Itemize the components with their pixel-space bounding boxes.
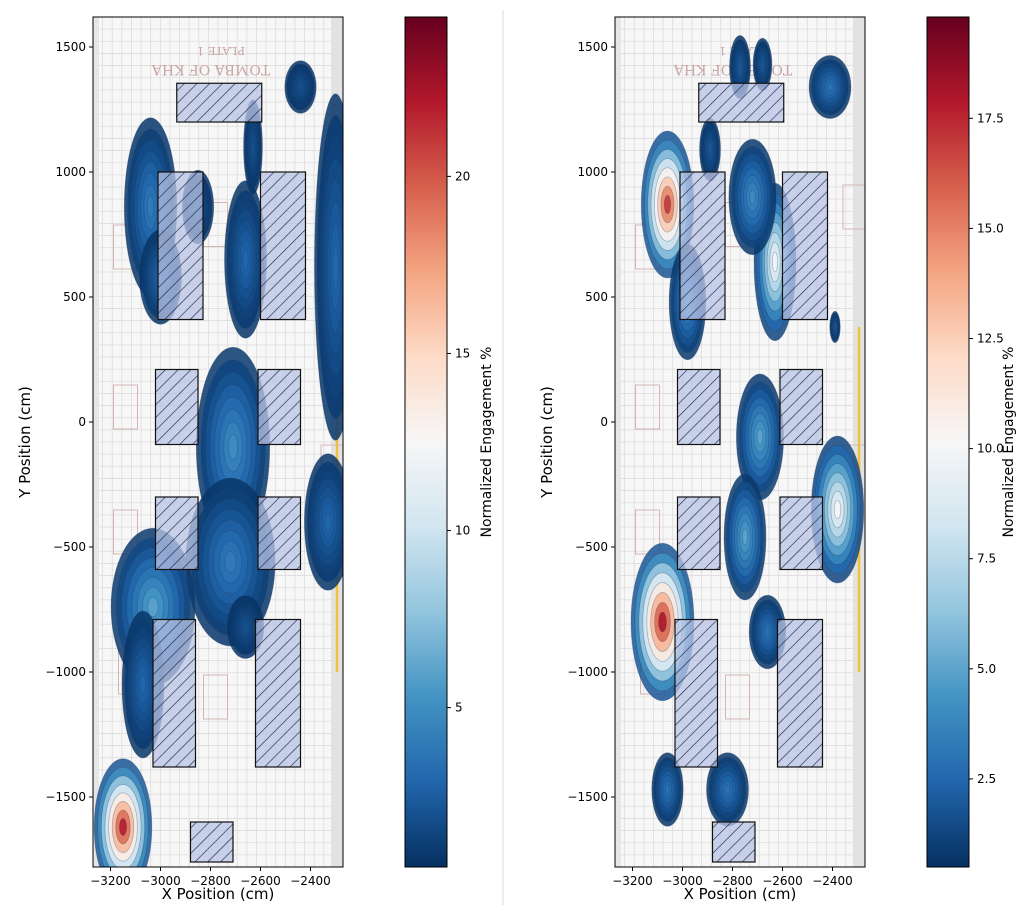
y-tick-label: 1500 [577, 40, 608, 54]
y-tick-label: −1000 [45, 665, 86, 679]
density-hotspot [243, 99, 263, 195]
hatched-zone [154, 368, 199, 446]
hatched-zone [189, 821, 234, 863]
density-hotspot [808, 55, 852, 119]
colorbar-tick-label: 15.0 [977, 221, 1004, 235]
hatched-zone [676, 368, 721, 446]
x-tick-label: −3000 [140, 874, 181, 888]
y-tick-label: −1000 [567, 665, 608, 679]
colorbar: 5 10 15 20 Normalized Engagement % [404, 16, 495, 868]
density-hotspot [829, 310, 841, 344]
hatched-zones [152, 82, 307, 863]
colorbar-label: Normalized Engagement % [1001, 347, 1017, 538]
x-tick-label: −2600 [762, 874, 803, 888]
y-tick-label: −500 [575, 540, 608, 554]
hatched-zone [674, 618, 719, 768]
density-hotspot [314, 93, 343, 441]
y-tick-label: −1500 [45, 790, 86, 804]
y-axis-label: Y Position (cm) [538, 386, 556, 499]
density-hotspot [728, 138, 777, 256]
y-tick-label: 1500 [55, 40, 86, 54]
density-hotspot [810, 435, 865, 584]
density-hotspot [723, 473, 767, 601]
colorbar-tick-label: 12.5 [977, 332, 1004, 346]
density-hotspot [699, 117, 721, 182]
y-tick-label: 500 [63, 290, 86, 304]
x-tick-label: −3200 [612, 874, 653, 888]
x-tick-label: −3000 [662, 874, 703, 888]
hatched-zone [259, 171, 307, 321]
x-tick-label: −2800 [190, 874, 231, 888]
colorbar-tick-label: 15 [455, 346, 470, 360]
hatched-zone [711, 821, 756, 863]
density-hotspot [651, 752, 684, 827]
hatched-zone [676, 496, 721, 571]
colorbar-tick-label: 2.5 [977, 772, 996, 786]
density-hotspot [630, 542, 695, 702]
colorbar-tick-label: 10.0 [977, 442, 1004, 456]
y-tick-label: −500 [53, 540, 86, 554]
density-hotspot [226, 595, 265, 659]
x-tick-label: −2400 [290, 874, 331, 888]
x-tick-label: −2600 [240, 874, 281, 888]
colorbar-gradient [404, 16, 448, 868]
x-tick-label: −3200 [90, 874, 131, 888]
colorbar-tick-label: 7.5 [977, 552, 996, 566]
x-tick-label: −2400 [812, 874, 853, 888]
density-hotspot [93, 758, 153, 867]
colorbar-gradient [926, 16, 970, 868]
density-hotspot [224, 180, 267, 339]
hatched-zone [779, 496, 824, 571]
hatched-zone [154, 496, 199, 571]
colorbar: 2.5 5.0 7.5 10.0 12.5 15.0 17.5 Normalized Enga… [926, 16, 1017, 868]
y-tick-label: 1000 [55, 165, 86, 179]
colorbar-tick-label: 10 [455, 524, 470, 538]
hatched-zone [779, 368, 824, 446]
hatched-zone [257, 368, 302, 446]
hatched-zone [176, 82, 263, 123]
hatched-zone [776, 618, 824, 768]
hatched-zone [254, 618, 302, 768]
y-axis-label: Y Position (cm) [16, 386, 34, 499]
plot-area: TOMBA OF KHA PLATE 1 [93, 17, 343, 867]
density-hotspot [640, 130, 695, 279]
x-axis-label: X Position (cm) [162, 885, 275, 903]
colorbar-tick-label: 5 [455, 701, 463, 715]
background-plan-subtext: PLATE 1 [197, 44, 245, 57]
axes-frame [92, 16, 344, 868]
density-hotspot [706, 752, 749, 827]
density-hotspot [284, 60, 317, 114]
colorbar-tick-label: 20 [455, 169, 470, 183]
hatched-zone [157, 171, 204, 321]
background-plan-text: TOMBA OF KHA [151, 61, 270, 77]
y-tick-label: 1000 [577, 165, 608, 179]
density-hotspot [752, 37, 773, 92]
hatched-zones [674, 82, 829, 863]
density-hotspot [748, 594, 787, 670]
y-tick-label: 0 [78, 415, 86, 429]
density-hotspot [304, 453, 343, 591]
y-tick-label: 500 [585, 290, 608, 304]
density-hotspot [736, 373, 784, 501]
colorbar-label: Normalized Engagement % [479, 347, 495, 538]
y-tick-label: 0 [600, 415, 608, 429]
axes-frame [614, 16, 866, 868]
x-tick-label: −2800 [712, 874, 753, 888]
hatched-zone [698, 82, 785, 123]
y-tick-label: −1500 [567, 790, 608, 804]
colorbar-tick-label: 17.5 [977, 111, 1004, 125]
colorbar-tick-label: 5.0 [977, 662, 996, 676]
hatched-zone [152, 618, 197, 768]
hatched-zone [679, 171, 726, 321]
hatched-zone [257, 496, 302, 571]
x-axis-label: X Position (cm) [684, 885, 797, 903]
hatched-zone [781, 171, 829, 321]
